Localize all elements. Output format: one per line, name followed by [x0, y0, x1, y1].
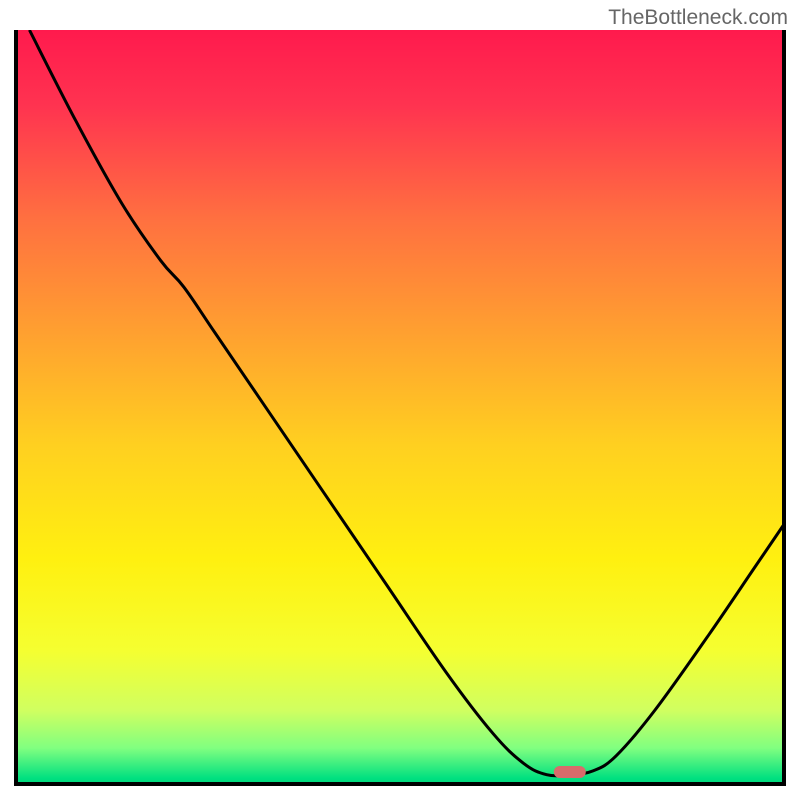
bottleneck-chart — [14, 30, 786, 786]
chart-border-bottom — [14, 782, 786, 786]
chart-border-left — [14, 30, 18, 786]
optimal-point-marker — [554, 766, 586, 778]
chart-border-right — [782, 30, 786, 786]
performance-curve — [14, 30, 786, 786]
watermark-text: TheBottleneck.com — [608, 6, 788, 30]
